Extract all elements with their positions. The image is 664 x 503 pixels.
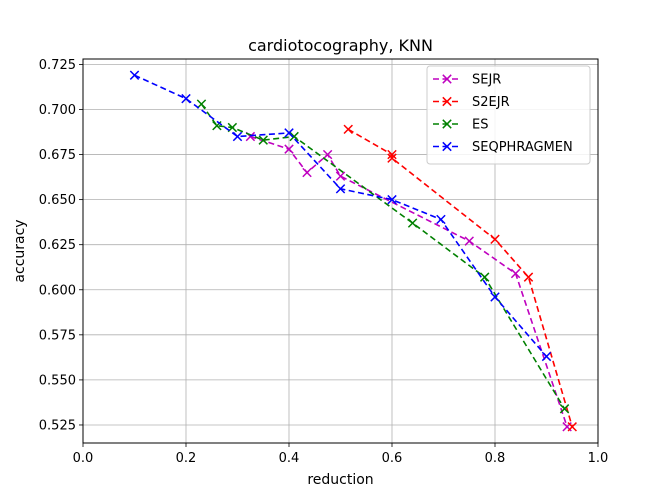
data-point — [302, 167, 312, 178]
y-axis-label: accuracy — [12, 219, 28, 282]
legend-label: ES — [472, 118, 488, 133]
legend-marker — [442, 74, 452, 84]
legend-marker — [442, 141, 452, 152]
data-point — [284, 144, 294, 154]
legend-label: S2EJR — [472, 95, 510, 110]
grid-lines — [82, 59, 599, 443]
legend-marker — [442, 119, 452, 129]
y-tick-label: 0.525 — [39, 418, 76, 433]
data-point — [479, 272, 490, 282]
data-point — [335, 171, 346, 181]
x-tick-label: 1.0 — [588, 451, 609, 466]
y-tick-label: 0.550 — [39, 373, 76, 388]
data-point — [258, 135, 268, 145]
data-point — [289, 131, 299, 142]
series-es — [196, 99, 570, 414]
y-tick-label: 0.725 — [39, 58, 76, 73]
legend: SEJR S2EJR ES SEQPHRAGMEN — [426, 65, 591, 165]
y-tick-label: 0.600 — [39, 283, 76, 298]
x-tick-label: 0.8 — [485, 451, 506, 466]
data-point — [436, 214, 446, 225]
data-point — [387, 194, 397, 205]
series-seqphragmen — [129, 70, 552, 362]
series-s2ejr — [343, 124, 577, 432]
series-line — [200, 103, 566, 410]
data-point — [559, 404, 570, 414]
data-point — [322, 149, 333, 160]
axis-ticks: 0.0 0.2 0.4 0.6 0.8 1.0 0.525 0.550 0.575 0.600 0.… — [39, 58, 609, 466]
legend-item: SEQPHRAGMEN — [433, 140, 573, 155]
legend-item: SEJR — [433, 73, 501, 88]
data-point — [541, 351, 552, 362]
x-axis-label: reduction — [307, 472, 373, 488]
data-point — [284, 128, 294, 138]
series-line — [347, 128, 574, 427]
data-point — [567, 422, 577, 432]
data-point — [510, 268, 521, 279]
legend-item: ES — [433, 118, 488, 133]
data-point — [343, 124, 353, 135]
y-tick-label: 0.650 — [39, 193, 76, 208]
legend-label: SEQPHRAGMEN — [472, 140, 573, 155]
x-tick-label: 0.4 — [279, 451, 300, 466]
x-tick-label: 0.6 — [382, 451, 403, 466]
y-tick-label: 0.625 — [39, 238, 76, 253]
data-point — [129, 70, 140, 80]
y-tick-label: 0.700 — [39, 103, 76, 118]
x-tick-label: 0.2 — [176, 451, 197, 466]
data-point — [464, 236, 474, 246]
chart-title: cardiotocography, KNN — [248, 36, 433, 55]
legend-label: SEJR — [472, 73, 501, 88]
data-point — [490, 292, 500, 302]
legend-item: S2EJR — [433, 95, 510, 110]
legend-box — [426, 65, 591, 165]
series-layer — [129, 70, 577, 432]
y-tick-label: 0.675 — [39, 148, 76, 163]
data-point — [490, 234, 500, 245]
data-point — [387, 149, 397, 160]
data-point — [387, 153, 397, 163]
data-point — [232, 131, 243, 142]
x-tick-label: 0.0 — [73, 451, 94, 466]
data-point — [407, 218, 418, 228]
data-point — [335, 184, 346, 194]
data-point — [181, 93, 191, 104]
plot-frame — [82, 58, 599, 444]
data-point — [523, 272, 534, 282]
legend-marker — [442, 96, 452, 107]
y-tick-label: 0.575 — [39, 328, 76, 343]
data-point — [196, 99, 207, 109]
